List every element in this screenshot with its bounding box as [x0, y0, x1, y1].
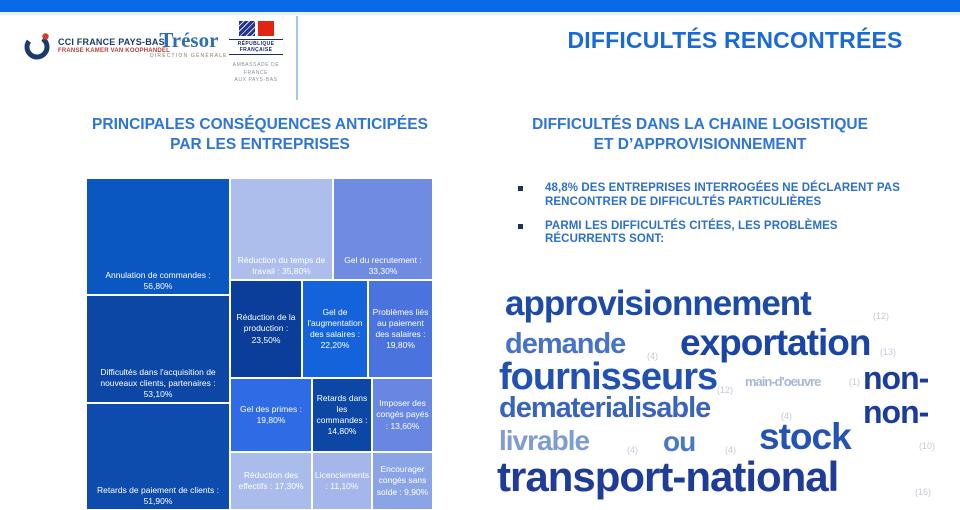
- treemap-cell-label: Licenciements : 11,10%: [314, 469, 370, 491]
- wordcloud-word: non-: [863, 360, 929, 396]
- treemap-cell-label: Retards dans les commandes : 14,80%: [316, 392, 368, 437]
- treemap-cell: Gel du recrutement : 33,30%: [333, 178, 433, 280]
- wordcloud-word: main-d'oeuvre: [745, 374, 821, 389]
- wordcloud-word: non-: [863, 394, 929, 430]
- wordcloud-word: livrable: [499, 425, 590, 456]
- wordcloud-count: (4): [647, 351, 658, 361]
- treemap-cell: Imposer des congés payés : 13,60%: [372, 378, 433, 452]
- logistics-title-line2: ET D’APPROVISIONNEMENT: [593, 136, 807, 153]
- bullet-item-recurrent-problems: PARMI LES DIFFICULTÉS CITÉES, LES PROBLÈ…: [512, 220, 916, 248]
- treemap-cell: Retards de paiement de clients : 51,90%: [86, 403, 230, 510]
- treemap-cell-label: Gel de l'augmentation des salaires : 22,…: [307, 306, 363, 351]
- treemap-cell: Encourager congés sans solde : 9,90%: [372, 452, 433, 510]
- bullet-list: 48,8% DES ENTREPRISES INTERROGÉES NE DÉC…: [512, 182, 916, 257]
- embassy-line1: AMBASSADE DE FRANCE: [232, 62, 280, 76]
- treemap-title-line1: PRINCIPALES CONSÉQUENCES ANTICIPÉES: [92, 116, 428, 133]
- wordcloud-count: (4): [781, 411, 792, 421]
- treemap: Annulation de commandes : 56,80% Difficul…: [86, 178, 433, 510]
- cci-logo-name: CCI FRANCE PAYS-BAS: [58, 37, 165, 48]
- header-divider: [296, 16, 298, 100]
- wordcloud-word: approvisionnement: [505, 284, 812, 323]
- treemap-cell-label: Gel du recrutement : 33,30%: [344, 254, 422, 276]
- flag-red-block: [257, 21, 274, 36]
- tresor-logo: Trésor DIRECTION GÉNÉRALE: [150, 30, 228, 59]
- treemap-cell-label: Réduction du temps de travail : 35,80%: [237, 254, 326, 276]
- treemap-cell-label: Difficultés dans l'acquisition de nouvea…: [100, 366, 216, 399]
- treemap-cell: Licenciements : 11,10%: [312, 452, 372, 510]
- treemap-title-line2: PAR LES ENTREPRISES: [170, 136, 350, 153]
- wordcloud-count: (1): [849, 377, 860, 387]
- treemap-cell-label: Réduction des effectifs : 17,30%: [238, 469, 304, 491]
- wordcloud-count: (12): [717, 385, 734, 395]
- embassy-republique-label: RÉPUBLIQUE FRANÇAISE: [229, 39, 283, 55]
- cci-ring-icon: [24, 33, 50, 60]
- wordcloud-count: (13): [880, 347, 897, 357]
- embassy-logo: RÉPUBLIQUE FRANÇAISE AMBASSADE DE FRANCE…: [226, 21, 286, 85]
- logistics-title: DIFFICULTÉS DANS LA CHAINE LOGISTIQUE ET…: [488, 115, 912, 155]
- treemap-cell-label: Imposer des congés payés : 13,60%: [376, 398, 429, 431]
- wordcloud: approvisionnement (12) demande (4) exportati…: [495, 282, 960, 510]
- treemap-cell: Réduction des effectifs : 17,30%: [230, 452, 312, 510]
- flag-blue-block: [238, 21, 255, 36]
- logistics-title-line1: DIFFICULTÉS DANS LA CHAINE LOGISTIQUE: [532, 116, 868, 133]
- treemap-cell: Problèmes liés au paiement des salaires …: [368, 280, 433, 378]
- top-accent-bar-glow: [0, 12, 960, 15]
- wordcloud-word: dematerialisable: [499, 392, 711, 424]
- treemap-cell: Annulation de commandes : 56,80%: [86, 178, 230, 295]
- treemap-cell: Difficultés dans l'acquisition de nouvea…: [86, 295, 230, 403]
- wordcloud-count: (16): [915, 487, 932, 497]
- wordcloud-word: stock: [759, 416, 852, 457]
- treemap-cell: Réduction du temps de travail : 35,80%: [230, 178, 333, 280]
- bullet-item-no-difficulties: 48,8% DES ENTREPRISES INTERROGÉES NE DÉC…: [512, 182, 916, 210]
- wordcloud-word: transport-national: [497, 453, 839, 500]
- treemap-cell: Gel de l'augmentation des salaires : 22,…: [302, 280, 368, 378]
- embassy-line2: AUX PAYS-BAS: [234, 77, 278, 83]
- treemap-cell-label: Encourager congés sans solde : 9,90%: [376, 464, 429, 497]
- treemap-cell-label: Retards de paiement de clients : 51,90%: [97, 484, 219, 506]
- treemap-cell-label: Réduction de la production : 23,50%: [236, 312, 296, 345]
- tresor-logo-name: Trésor: [159, 28, 219, 52]
- wordcloud-word: exportation: [680, 322, 871, 363]
- page-title: DIFFICULTÉS RENCONTRÉES: [567, 27, 903, 53]
- treemap-cell: Réduction de la production : 23,50%: [230, 280, 302, 378]
- wordcloud-count: (4): [627, 445, 638, 455]
- cci-logo-subtitle: FRANSE KAMER VAN KOOPHANDEL: [58, 47, 170, 54]
- treemap-cell-label: Annulation de commandes : 56,80%: [105, 269, 211, 291]
- wordcloud-word: ou: [663, 426, 696, 457]
- wordcloud-word: fournisseurs: [499, 356, 718, 398]
- french-flag-icon: [226, 21, 286, 36]
- embassy-name: AMBASSADE DE FRANCE AUX PAYS-BAS: [226, 62, 286, 85]
- treemap-cell: Gel des primes : 19,80%: [230, 378, 312, 452]
- treemap-cell-label: Problèmes liés au paiement des salaires …: [372, 306, 429, 351]
- treemap-title: PRINCIPALES CONSÉQUENCES ANTICIPÉES PAR …: [60, 115, 460, 155]
- treemap-cell: Retards dans les commandes : 14,80%: [312, 378, 372, 452]
- wordcloud-count: (4): [725, 445, 736, 455]
- wordcloud-word: demande: [505, 328, 626, 360]
- wordcloud-count: (12): [873, 311, 890, 321]
- top-accent-bar: [0, 0, 960, 12]
- tresor-logo-subtitle: DIRECTION GÉNÉRALE: [150, 53, 228, 59]
- treemap-cell-label: Gel des primes : 19,80%: [240, 403, 302, 425]
- cci-logo: CCI FRANCE PAYS-BAS FRANSE KAMER VAN KOO…: [22, 30, 170, 62]
- wordcloud-count: (10): [919, 441, 936, 451]
